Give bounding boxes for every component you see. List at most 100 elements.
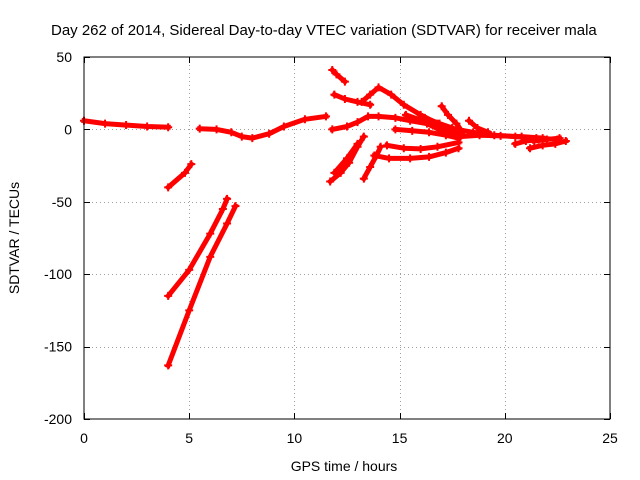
x-tick-label: 25 <box>602 430 618 446</box>
data-point <box>330 90 339 99</box>
y-tick-label: -150 <box>44 339 72 355</box>
data-point <box>416 144 425 153</box>
data-point <box>364 112 373 121</box>
data-point <box>237 132 246 141</box>
data-point <box>521 136 530 145</box>
data-point <box>227 128 236 137</box>
data-series-arc-15 <box>391 125 463 143</box>
data-point <box>340 77 349 86</box>
y-axis-label: SDTVAR / TECUs <box>6 182 22 294</box>
data-point <box>340 94 349 103</box>
data-point <box>496 131 505 140</box>
chart-title: Day 262 of 2014, Sidereal Day-to-day VTE… <box>51 22 597 39</box>
series-layer <box>80 66 570 370</box>
data-point <box>212 125 221 134</box>
data-point <box>483 128 492 137</box>
y-tick-label: -50 <box>52 194 72 210</box>
series-line <box>329 113 462 142</box>
data-series-arc-13 <box>370 144 463 163</box>
data-point <box>353 118 362 127</box>
data-point <box>530 136 539 145</box>
data-series-arc-2 <box>164 160 196 192</box>
data-point <box>437 102 446 111</box>
data-point <box>538 141 547 150</box>
data-point <box>406 154 415 163</box>
x-tick-label: 0 <box>80 430 88 446</box>
data-point <box>465 116 474 125</box>
data-series-arc-14 <box>382 138 463 153</box>
data-point <box>551 139 560 148</box>
data-series-arc-4 <box>164 202 240 370</box>
data-point <box>374 83 383 92</box>
data-series-arc-21 <box>465 116 492 137</box>
data-series-arc-12 <box>359 142 385 183</box>
data-point <box>343 122 351 131</box>
data-point <box>366 163 375 172</box>
data-point <box>343 154 351 163</box>
data-point <box>223 194 232 203</box>
x-tick-label: 15 <box>392 430 408 446</box>
data-point <box>452 125 461 134</box>
y-tick-label: -200 <box>44 411 72 427</box>
data-series-arc-24 <box>530 134 564 145</box>
data-point <box>330 168 339 177</box>
data-point <box>231 202 240 211</box>
data-point <box>143 122 152 131</box>
data-point <box>425 128 434 137</box>
data-point <box>370 151 379 160</box>
data-point <box>185 265 194 274</box>
data-series-arc-3 <box>164 194 232 300</box>
data-point <box>164 291 173 300</box>
data-point <box>542 135 551 144</box>
data-point <box>359 132 368 141</box>
data-point <box>561 136 570 145</box>
data-point <box>385 154 394 163</box>
data-point <box>387 90 396 99</box>
data-point <box>374 112 383 121</box>
data-point <box>408 126 417 135</box>
ticks: 0 5 10 15 20 25 -200 -150 -100 -50 0 50 <box>44 49 618 446</box>
data-point <box>265 129 274 138</box>
data-point <box>164 361 173 370</box>
data-point <box>122 121 131 130</box>
data-point <box>443 110 452 119</box>
data-point <box>180 168 189 177</box>
x-tick-label: 20 <box>497 430 513 446</box>
data-point <box>555 134 564 143</box>
data-point <box>366 90 375 99</box>
data-point <box>399 144 408 153</box>
data-point <box>185 306 194 315</box>
data-point <box>218 205 227 214</box>
data-point <box>391 113 400 122</box>
data-point <box>433 142 442 151</box>
data-point <box>399 100 408 109</box>
data-point <box>300 115 309 124</box>
data-point <box>164 123 173 132</box>
data-point <box>332 70 341 79</box>
data-point <box>401 110 410 119</box>
series-line <box>527 137 569 152</box>
data-point <box>435 119 444 128</box>
data-point <box>164 183 173 192</box>
data-series-arc-8 <box>330 139 362 177</box>
data-point <box>195 124 204 133</box>
data-series-arc-20 <box>456 131 547 143</box>
data-point <box>517 132 526 141</box>
data-point <box>187 160 196 169</box>
data-point <box>357 97 366 106</box>
data-point <box>456 132 465 141</box>
data-point <box>206 229 215 238</box>
data-point <box>206 252 215 261</box>
data-series-arc-5 <box>195 112 330 143</box>
data-point <box>326 177 335 186</box>
data-point <box>382 141 391 150</box>
data-series-arc-9 <box>328 66 349 86</box>
data-point <box>441 131 450 140</box>
data-point <box>511 139 520 148</box>
data-point <box>425 152 434 161</box>
data-point <box>248 134 257 143</box>
data-point <box>279 122 288 131</box>
data-point <box>391 125 400 134</box>
